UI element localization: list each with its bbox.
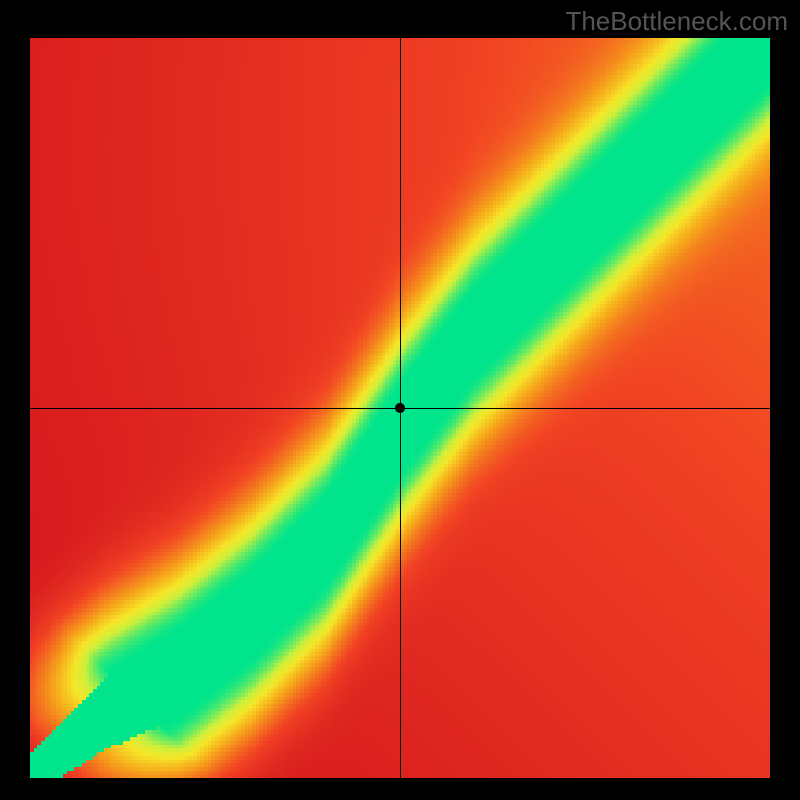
watermark-text: TheBottleneck.com <box>565 6 788 37</box>
bottleneck-heatmap <box>30 38 770 778</box>
chart-container: TheBottleneck.com <box>0 0 800 800</box>
